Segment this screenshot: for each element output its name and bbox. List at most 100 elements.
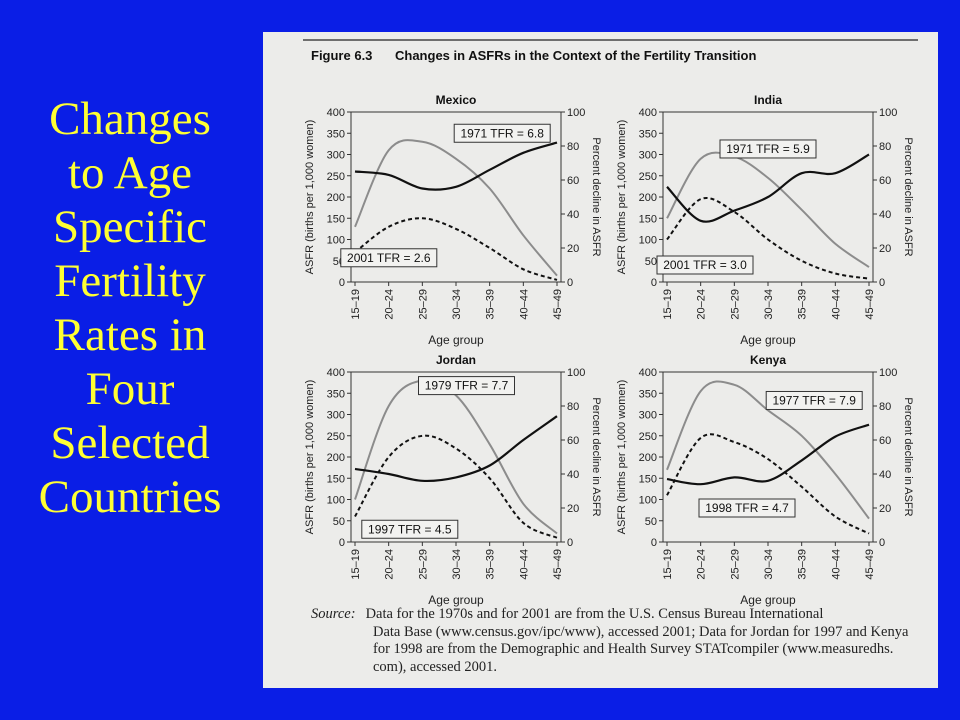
x-tick-label: 25–29 — [729, 289, 741, 320]
late-asfr-line — [666, 197, 870, 280]
series-label-box — [698, 498, 796, 518]
series-label: 2001 TFR = 2.6 — [347, 251, 431, 265]
y-tick-label: 300 — [327, 410, 345, 422]
series-label-box — [765, 390, 863, 410]
x-tick-label: 40–44 — [518, 289, 530, 320]
y-tick-label: 300 — [327, 150, 345, 162]
x-tick-label: 20–24 — [384, 289, 396, 320]
chart-title: Jordan — [436, 353, 476, 367]
y-axis-label: ASFR (births per 1,000 women) — [616, 380, 628, 535]
x-tick-label: 20–24 — [384, 549, 396, 580]
y-tick-label: 250 — [639, 171, 657, 183]
y2-tick-label: 60 — [879, 175, 891, 187]
y-tick-label: 100 — [327, 495, 345, 507]
source-line: Data Base (www.census.gov/ipc/www), acce… — [373, 623, 909, 640]
x-tick-label: 15–19 — [350, 289, 362, 320]
y2-tick-label: 80 — [567, 401, 579, 413]
figure-number: Figure 6.3 — [311, 48, 372, 63]
early-asfr-line — [666, 151, 870, 268]
x-tick-label: 20–24 — [696, 549, 708, 580]
x-tick-label: 35–39 — [797, 549, 809, 580]
y-tick-label: 100 — [639, 235, 657, 247]
series-label-box — [453, 123, 551, 143]
y-tick-label: 200 — [327, 192, 345, 204]
y2-tick-label: 0 — [567, 277, 573, 289]
y2-tick-label: 0 — [879, 537, 885, 549]
source-line: Data for the 1970s and for 2001 are from… — [365, 606, 824, 622]
y2-tick-label: 60 — [567, 175, 579, 187]
series-label: 1971 TFR = 5.9 — [726, 142, 810, 156]
y-tick-label: 200 — [639, 452, 657, 464]
y2-tick-label: 60 — [567, 435, 579, 447]
x-tick-label: 30–34 — [763, 549, 775, 580]
late-asfr-line — [666, 433, 870, 535]
y-tick-label: 200 — [327, 452, 345, 464]
chart-mexico: Mexico0501001502002503003504000204060801… — [304, 93, 602, 347]
x-tick-label: 30–34 — [451, 289, 463, 320]
y-tick-label: 150 — [639, 473, 657, 485]
y2-tick-label: 40 — [567, 469, 579, 481]
y-tick-label: 350 — [327, 388, 345, 400]
percent-decline-line — [666, 153, 870, 223]
x-axis-label: Age group — [740, 593, 796, 607]
chart-jordan: Jordan 0 50 100 150 200 250 300 350 400 0 20 40 60 80 1… — [304, 353, 602, 607]
early-asfr-line — [354, 379, 558, 535]
y-tick-label: 400 — [327, 367, 345, 379]
percent-decline-line — [354, 415, 558, 483]
title-line: Rates in — [53, 309, 207, 361]
y-tick-label: 350 — [327, 128, 345, 140]
x-tick-label: 45–49 — [864, 549, 876, 580]
y2-tick-label: 0 — [567, 537, 573, 549]
y2-axis-label: Percent decline in ASFR — [590, 397, 602, 516]
y-tick-label: 400 — [639, 107, 657, 119]
y2-tick-label: 80 — [879, 141, 891, 153]
source-line: for 1998 are from the Demographic and He… — [373, 641, 894, 657]
x-axis-label: Age group — [428, 593, 484, 607]
y-tick-label: 0 — [651, 277, 657, 289]
series-label: 2001 TFR = 3.0 — [663, 258, 747, 272]
y-tick-label: 350 — [639, 388, 657, 400]
early-asfr-line — [354, 139, 558, 277]
series-label: 1979 TFR = 7.7 — [425, 379, 509, 393]
y-tick-label: 100 — [327, 235, 345, 247]
y2-tick-label: 100 — [567, 107, 585, 119]
y-axis-label: ASFR (births per 1,000 women) — [616, 120, 628, 275]
x-tick-label: 40–44 — [830, 289, 842, 320]
plot-frame — [350, 371, 562, 543]
y2-tick-label: 40 — [567, 209, 579, 221]
x-tick-label: 45–49 — [552, 549, 564, 580]
x-tick-label: 20–24 — [696, 289, 708, 320]
y2-axis-label: Percent decline in ASFR — [902, 397, 914, 516]
x-axis-label: Age group — [740, 333, 796, 347]
y-tick-label: 350 — [639, 128, 657, 140]
series-label-box — [656, 255, 754, 275]
chart-title: Kenya — [750, 353, 786, 367]
y-tick-label: 150 — [327, 473, 345, 485]
y2-tick-label: 100 — [879, 367, 897, 379]
x-tick-label: 40–44 — [830, 549, 842, 580]
y-tick-label: 400 — [327, 107, 345, 119]
y-tick-label: 0 — [339, 277, 345, 289]
x-tick-label: 35–39 — [797, 289, 809, 320]
source-label: Source: — [311, 606, 356, 622]
y2-tick-label: 60 — [879, 435, 891, 447]
x-tick-label: 15–19 — [662, 549, 674, 580]
source-line: com), accessed 2001. — [373, 658, 498, 675]
x-tick-label: 15–19 — [350, 549, 362, 580]
title-line: Changes — [49, 93, 211, 145]
y2-tick-label: 20 — [567, 503, 579, 515]
scanned-figure: Figure 6.3 Changes in ASFRs in the Conte… — [263, 32, 938, 688]
y-tick-label: 200 — [639, 192, 657, 204]
y2-tick-label: 20 — [879, 503, 891, 515]
late-asfr-line — [354, 217, 558, 281]
y-tick-label: 50 — [645, 516, 657, 528]
y2-tick-label: 80 — [567, 141, 579, 153]
slide-title: Changes to Age Specific Fertility Rates … — [8, 92, 252, 524]
x-tick-label: 30–34 — [451, 549, 463, 580]
x-tick-label: 30–34 — [763, 289, 775, 320]
y-tick-label: 250 — [639, 431, 657, 443]
y-tick-label: 300 — [639, 410, 657, 422]
y2-axis-label: Percent decline in ASFR — [902, 137, 914, 256]
y2-tick-label: 40 — [879, 469, 891, 481]
title-line: Specific — [53, 201, 207, 253]
